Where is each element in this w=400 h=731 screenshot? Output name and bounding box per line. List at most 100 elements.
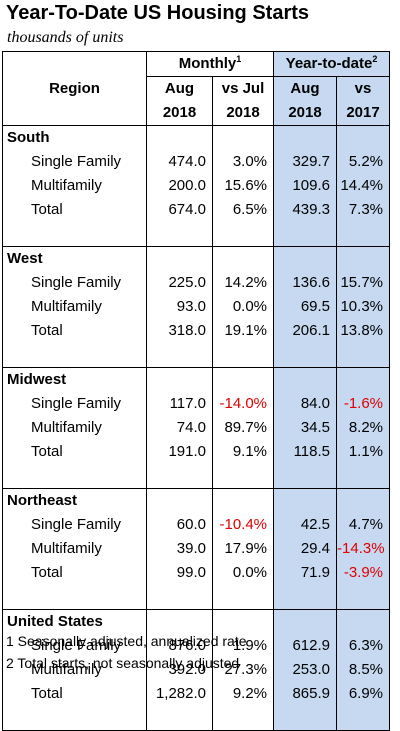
empty-cell bbox=[2, 585, 147, 610]
empty-cell bbox=[211, 609, 274, 634]
empty-cell bbox=[211, 125, 274, 150]
empty-cell bbox=[2, 222, 147, 247]
ytd-aug-value: 71.9 bbox=[273, 561, 337, 585]
empty-cell bbox=[211, 246, 274, 271]
vs-2017-value: -14.3% bbox=[336, 537, 391, 561]
empty-cell bbox=[273, 367, 337, 392]
vs-2017-value: 15.7% bbox=[336, 271, 391, 295]
col-header-vs-jul: vs Jul 2018 bbox=[211, 76, 274, 126]
section-name: West bbox=[2, 246, 147, 271]
table-row: Single Family 225.0 14.2% 136.6 15.7% bbox=[2, 271, 391, 295]
table-row: Total 674.0 6.5% 439.3 7.3% bbox=[2, 198, 391, 222]
row-label: Multifamily bbox=[2, 537, 147, 561]
empty-cell bbox=[273, 585, 337, 610]
section-divider bbox=[2, 343, 391, 368]
col-header-line: Aug bbox=[290, 80, 320, 97]
col-header-line: vs bbox=[354, 80, 372, 97]
empty-cell bbox=[146, 367, 213, 392]
ytd-aug-value: 118.5 bbox=[273, 440, 337, 464]
table-row: Single Family 60.0 -10.4% 42.5 4.7% bbox=[2, 513, 391, 537]
ytd-aug-value: 253.0 bbox=[273, 658, 337, 682]
chart-subtitle: thousands of units bbox=[7, 29, 124, 46]
empty-cell bbox=[273, 343, 337, 368]
empty-cell bbox=[273, 246, 337, 271]
row-label: Total bbox=[2, 561, 147, 585]
vs-2017-value: 7.3% bbox=[336, 198, 391, 222]
vs-2017-value: 8.2% bbox=[336, 416, 391, 440]
vs-jul-value: 3.0% bbox=[211, 150, 274, 174]
empty-cell bbox=[146, 585, 213, 610]
empty-cell bbox=[146, 609, 213, 634]
empty-cell bbox=[336, 585, 391, 610]
vs-2017-value: 13.8% bbox=[336, 319, 391, 343]
vs-jul-value: 6.5% bbox=[211, 198, 274, 222]
ytd-aug-value: 42.5 bbox=[273, 513, 337, 537]
empty-cell bbox=[146, 343, 213, 368]
section-header-row: Northeast bbox=[2, 488, 391, 513]
vs-2017-value: 6.9% bbox=[336, 682, 391, 706]
vs-jul-value: 9.1% bbox=[211, 440, 274, 464]
empty-cell bbox=[273, 125, 337, 150]
monthly-aug-value: 200.0 bbox=[146, 174, 213, 198]
section-name: Midwest bbox=[2, 367, 147, 392]
housing-starts-table: Region Monthly1 Year-to-date2 Aug 2018 vs… bbox=[2, 51, 391, 731]
vs-2017-value: 14.4% bbox=[336, 174, 391, 198]
ytd-aug-value: 439.3 bbox=[273, 198, 337, 222]
ytd-label: Year-to-date bbox=[285, 55, 373, 72]
table-row: Single Family 876.0 1.9% 612.9 6.3% bbox=[2, 634, 391, 658]
row-label: Single Family bbox=[2, 392, 147, 416]
monthly-aug-value: 1,282.0 bbox=[146, 682, 213, 706]
section-header-row: Midwest bbox=[2, 367, 391, 392]
table-row: Multifamily 93.0 0.0% 69.5 10.3% bbox=[2, 295, 391, 319]
empty-cell bbox=[336, 125, 391, 150]
empty-cell bbox=[273, 222, 337, 247]
monthly-aug-value: 225.0 bbox=[146, 271, 213, 295]
empty-cell bbox=[336, 367, 391, 392]
monthly-aug-value: 674.0 bbox=[146, 198, 213, 222]
table-row: Multifamily 39.0 17.9% 29.4 -14.3% bbox=[2, 537, 391, 561]
row-label: Total bbox=[2, 198, 147, 222]
monthly-aug-value: 93.0 bbox=[146, 295, 213, 319]
vs-jul-value: 1.9% bbox=[211, 634, 274, 658]
col-header-vs-2017: vs 2017 bbox=[336, 76, 391, 126]
section-header-row: West bbox=[2, 246, 391, 271]
footnote-2: 2 Total starts, not seasonally adjusted bbox=[6, 655, 240, 671]
vs-2017-value: -1.6% bbox=[336, 392, 391, 416]
empty-cell bbox=[146, 706, 213, 731]
vs-2017-value: 8.5% bbox=[336, 658, 391, 682]
vs-jul-value: -10.4% bbox=[211, 513, 274, 537]
vs-2017-value: 10.3% bbox=[336, 295, 391, 319]
ytd-aug-value: 136.6 bbox=[273, 271, 337, 295]
vs-jul-value: 9.2% bbox=[211, 682, 274, 706]
empty-cell bbox=[211, 585, 274, 610]
monthly-aug-value: 60.0 bbox=[146, 513, 213, 537]
table-row: Total 1,282.0 9.2% 865.9 6.9% bbox=[2, 682, 391, 706]
empty-cell bbox=[336, 609, 391, 634]
empty-cell bbox=[211, 706, 274, 731]
col-header-line: Aug bbox=[164, 80, 195, 97]
row-label: Single Family bbox=[2, 513, 147, 537]
row-label: Single Family bbox=[2, 150, 147, 174]
monthly-aug-value: 474.0 bbox=[146, 150, 213, 174]
empty-cell bbox=[146, 222, 213, 247]
empty-cell bbox=[336, 706, 391, 731]
table-row: Multifamily 74.0 89.7% 34.5 8.2% bbox=[2, 416, 391, 440]
empty-cell bbox=[273, 609, 337, 634]
section-header-row: United States bbox=[2, 609, 391, 634]
col-header-line: 2018 bbox=[226, 104, 260, 121]
vs-jul-value: 89.7% bbox=[211, 416, 274, 440]
monthly-aug-value: 39.0 bbox=[146, 537, 213, 561]
section-divider bbox=[2, 585, 391, 610]
empty-cell bbox=[211, 343, 274, 368]
empty-cell bbox=[273, 488, 337, 513]
vs-jul-value: 0.0% bbox=[211, 561, 274, 585]
footnote-1: 1 Seasonally adjusted, annualized rate bbox=[6, 633, 247, 649]
table-row: Total 318.0 19.1% 206.1 13.8% bbox=[2, 319, 391, 343]
monthly-label: Monthly bbox=[178, 55, 237, 72]
empty-cell bbox=[146, 246, 213, 271]
empty-cell bbox=[336, 488, 391, 513]
section-divider bbox=[2, 222, 391, 247]
vs-jul-value: -14.0% bbox=[211, 392, 274, 416]
row-label: Total bbox=[2, 440, 147, 464]
monthly-aug-value: 876.0 bbox=[146, 634, 213, 658]
